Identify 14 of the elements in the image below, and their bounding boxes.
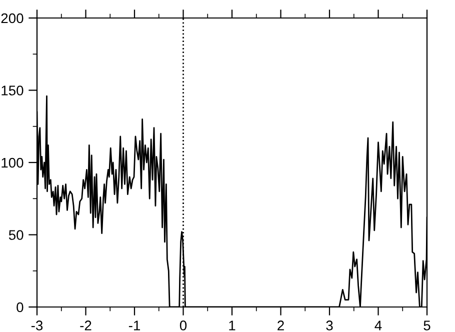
y-tick-label: 150 [2, 86, 24, 96]
x-tick-label: 5 [424, 320, 430, 330]
y-tick-label: 200 [1, 13, 24, 24]
x-tick-label: -2 [80, 320, 92, 330]
y-tick-label: 0 [16, 302, 24, 312]
x-tick-label: -1 [128, 320, 140, 330]
y-tick-label: 100 [2, 158, 24, 168]
x-tick-label: -3 [31, 320, 43, 330]
x-tick-label: 2 [278, 320, 284, 330]
x-tick-label: 1 [229, 320, 236, 330]
x-tick-label: 0 [180, 320, 187, 330]
x-tick-label: 3 [326, 320, 333, 330]
x-tick-label: 4 [374, 320, 382, 330]
y-tick-label: 50 [8, 230, 24, 240]
